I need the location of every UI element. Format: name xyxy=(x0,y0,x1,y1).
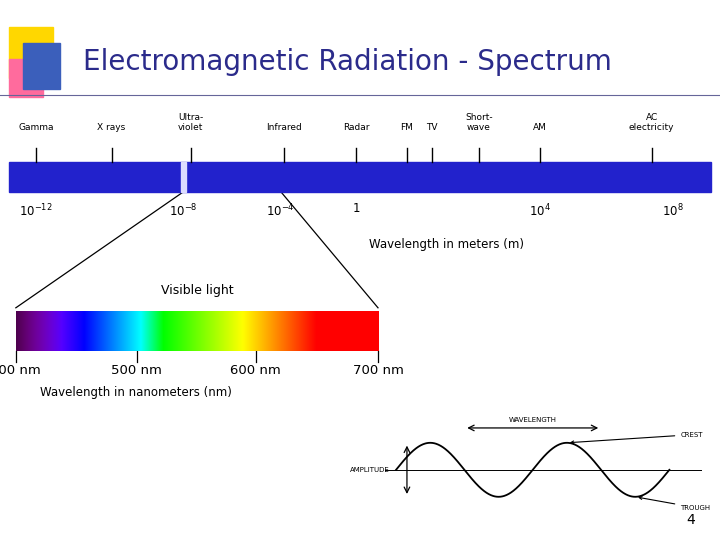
Bar xyxy=(23,43,60,89)
Text: Ultra-
violet: Ultra- violet xyxy=(178,113,204,132)
Bar xyxy=(9,59,43,97)
Text: TROUGH: TROUGH xyxy=(639,497,711,511)
Text: $10^{-8}$: $10^{-8}$ xyxy=(169,202,198,219)
Text: CREST: CREST xyxy=(571,431,703,444)
Text: X rays: X rays xyxy=(97,123,126,132)
Text: Short-
wave: Short- wave xyxy=(465,113,492,132)
Text: $10^{-4}$: $10^{-4}$ xyxy=(266,202,295,219)
Text: AM: AM xyxy=(533,123,547,132)
Text: 500 nm: 500 nm xyxy=(112,364,162,377)
Text: $10^{-12}$: $10^{-12}$ xyxy=(19,202,53,219)
Text: AMPLITUDE: AMPLITUDE xyxy=(350,467,390,473)
Text: 600 nm: 600 nm xyxy=(230,364,281,377)
Text: WAVELENGTH: WAVELENGTH xyxy=(509,416,557,422)
Text: Electromagnetic Radiation - Spectrum: Electromagnetic Radiation - Spectrum xyxy=(83,48,612,76)
Text: Radar: Radar xyxy=(343,123,369,132)
Text: Infrared: Infrared xyxy=(266,123,302,132)
Bar xyxy=(9,27,53,78)
Bar xyxy=(9,162,711,192)
Text: $10^{4}$: $10^{4}$ xyxy=(529,202,551,219)
Text: 700 nm: 700 nm xyxy=(353,364,403,377)
Text: Wavelength in nanometers (nm): Wavelength in nanometers (nm) xyxy=(40,386,232,399)
Text: TV: TV xyxy=(426,123,438,132)
Text: AC
electricity: AC electricity xyxy=(629,113,675,132)
Text: FM: FM xyxy=(400,123,413,132)
Text: Visible light: Visible light xyxy=(161,284,233,297)
Text: Wavelength in meters (m): Wavelength in meters (m) xyxy=(369,238,524,251)
Text: Gamma: Gamma xyxy=(18,123,54,132)
Text: 4: 4 xyxy=(686,512,695,526)
Text: $10^{8}$: $10^{8}$ xyxy=(662,202,684,219)
Text: $1$: $1$ xyxy=(352,202,361,215)
Bar xyxy=(181,162,186,192)
Text: 400 nm: 400 nm xyxy=(0,364,41,377)
